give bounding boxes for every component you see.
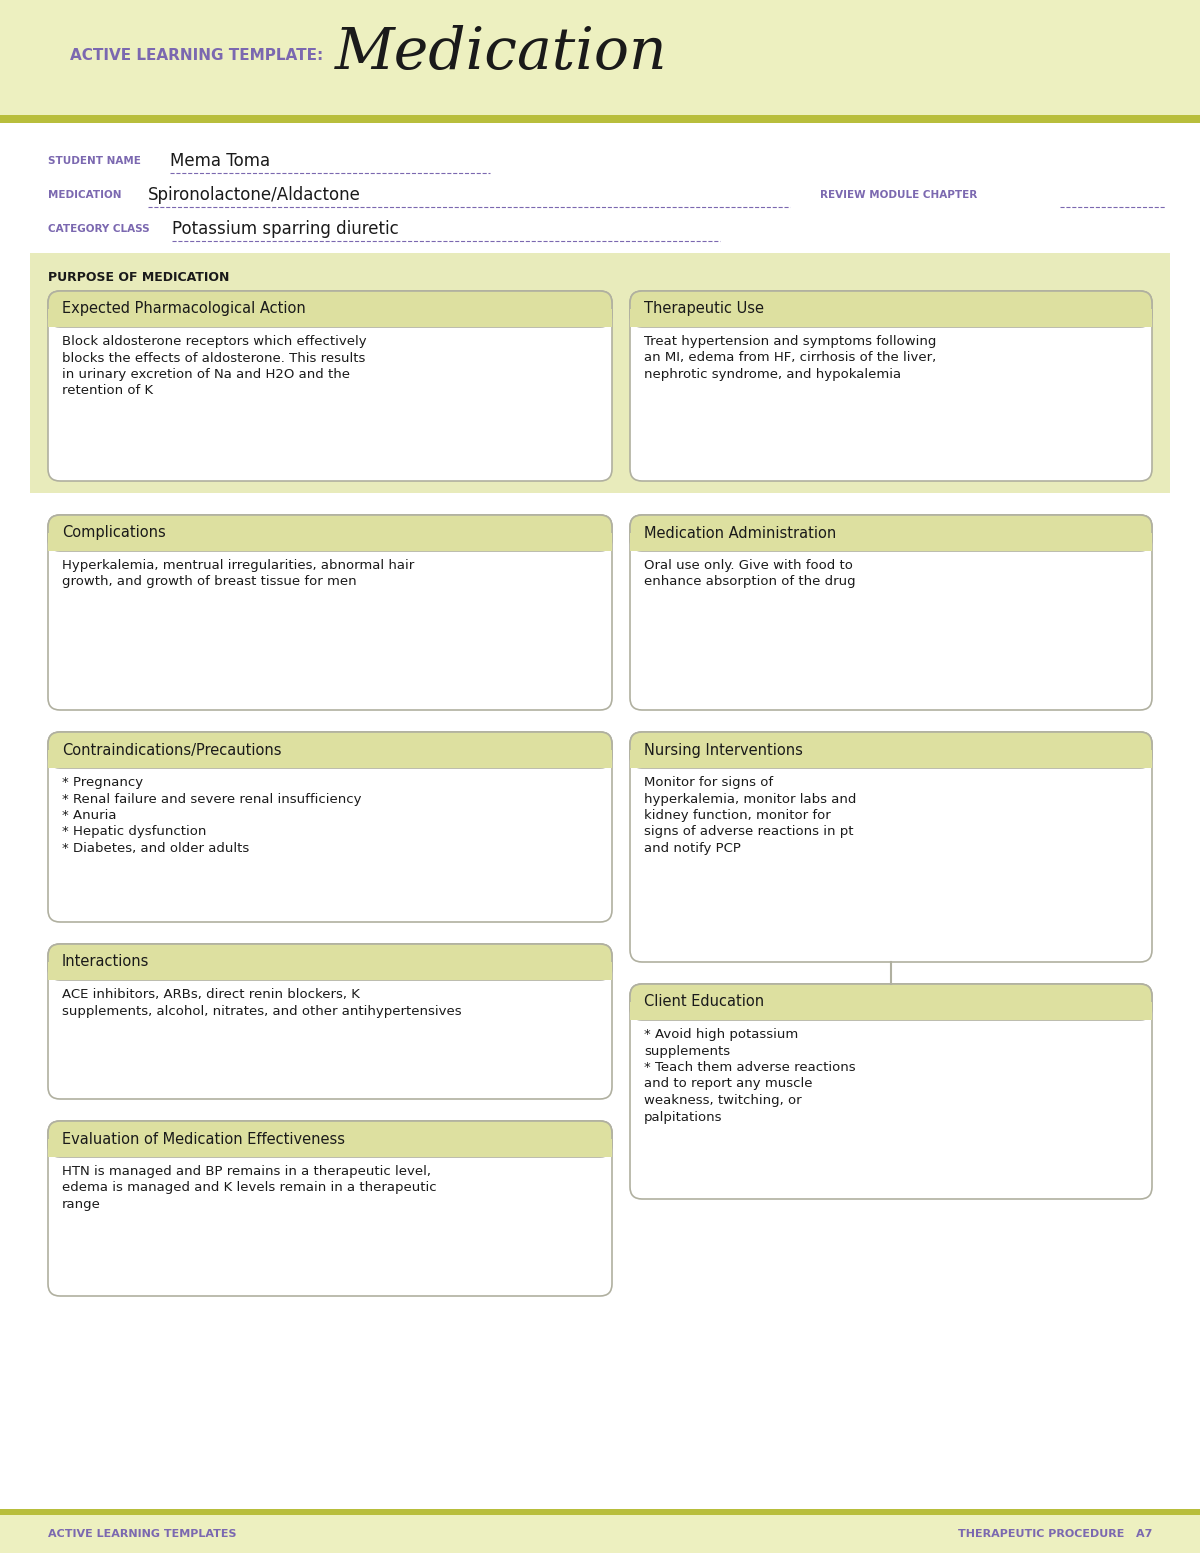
- FancyBboxPatch shape: [48, 516, 612, 551]
- Text: STUDENT NAME: STUDENT NAME: [48, 155, 140, 166]
- Text: Medication Administration: Medication Administration: [644, 525, 836, 540]
- FancyBboxPatch shape: [48, 731, 612, 922]
- Bar: [48, 309, 612, 328]
- Bar: [30, 253, 1170, 492]
- Text: Client Education: Client Education: [644, 994, 764, 1009]
- Bar: [630, 750, 1152, 769]
- Text: Therapeutic Use: Therapeutic Use: [644, 301, 764, 317]
- Text: Medication: Medication: [335, 25, 667, 81]
- FancyBboxPatch shape: [48, 1121, 612, 1157]
- FancyBboxPatch shape: [48, 290, 612, 481]
- Bar: [630, 1002, 1152, 1020]
- FancyBboxPatch shape: [48, 1121, 612, 1297]
- Bar: [0, 1510, 1200, 1516]
- Text: MEDICATION: MEDICATION: [48, 189, 121, 200]
- Text: Interactions: Interactions: [62, 955, 149, 969]
- Text: ACE inhibitors, ARBs, direct renin blockers, K
supplements, alcohol, nitrates, a: ACE inhibitors, ARBs, direct renin block…: [62, 988, 462, 1017]
- FancyBboxPatch shape: [630, 731, 1152, 769]
- Text: PURPOSE OF MEDICATION: PURPOSE OF MEDICATION: [48, 272, 229, 284]
- Bar: [48, 750, 612, 769]
- Text: HTN is managed and BP remains in a therapeutic level,
edema is managed and K lev: HTN is managed and BP remains in a thera…: [62, 1165, 437, 1211]
- Text: Nursing Interventions: Nursing Interventions: [644, 742, 803, 758]
- FancyBboxPatch shape: [630, 516, 1152, 710]
- FancyBboxPatch shape: [630, 985, 1152, 1199]
- Text: Complications: Complications: [62, 525, 166, 540]
- Text: Potassium sparring diuretic: Potassium sparring diuretic: [172, 221, 398, 238]
- Bar: [48, 961, 612, 980]
- Text: Mema Toma: Mema Toma: [170, 152, 270, 169]
- Bar: [0, 0, 1200, 115]
- Text: CATEGORY CLASS: CATEGORY CLASS: [48, 224, 150, 235]
- FancyBboxPatch shape: [48, 731, 612, 769]
- Text: THERAPEUTIC PROCEDURE   A7: THERAPEUTIC PROCEDURE A7: [958, 1530, 1152, 1539]
- Text: Spironolactone/Aldactone: Spironolactone/Aldactone: [148, 186, 361, 203]
- Bar: [630, 309, 1152, 328]
- Text: Monitor for signs of
hyperkalemia, monitor labs and
kidney function, monitor for: Monitor for signs of hyperkalemia, monit…: [644, 776, 857, 856]
- Bar: [48, 533, 612, 551]
- Text: Oral use only. Give with food to
enhance absorption of the drug: Oral use only. Give with food to enhance…: [644, 559, 856, 589]
- FancyBboxPatch shape: [630, 516, 1152, 551]
- Text: Expected Pharmacological Action: Expected Pharmacological Action: [62, 301, 306, 317]
- Text: Block aldosterone receptors which effectively
blocks the effects of aldosterone.: Block aldosterone receptors which effect…: [62, 335, 367, 398]
- FancyBboxPatch shape: [630, 290, 1152, 328]
- Bar: [0, 1516, 1200, 1553]
- Text: Hyperkalemia, mentrual irregularities, abnormal hair
growth, and growth of breas: Hyperkalemia, mentrual irregularities, a…: [62, 559, 414, 589]
- Bar: [48, 1138, 612, 1157]
- Text: Treat hypertension and symptoms following
an MI, edema from HF, cirrhosis of the: Treat hypertension and symptoms followin…: [644, 335, 936, 380]
- Text: ACTIVE LEARNING TEMPLATES: ACTIVE LEARNING TEMPLATES: [48, 1530, 236, 1539]
- Text: REVIEW MODULE CHAPTER: REVIEW MODULE CHAPTER: [820, 189, 977, 200]
- FancyBboxPatch shape: [630, 290, 1152, 481]
- FancyBboxPatch shape: [48, 516, 612, 710]
- Text: * Avoid high potassium
supplements
* Teach them adverse reactions
and to report : * Avoid high potassium supplements * Tea…: [644, 1028, 856, 1123]
- Text: ACTIVE LEARNING TEMPLATE:: ACTIVE LEARNING TEMPLATE:: [70, 48, 323, 62]
- Text: * Pregnancy
* Renal failure and severe renal insufficiency
* Anuria
* Hepatic dy: * Pregnancy * Renal failure and severe r…: [62, 776, 361, 856]
- Bar: [630, 533, 1152, 551]
- FancyBboxPatch shape: [48, 944, 612, 980]
- Text: Evaluation of Medication Effectiveness: Evaluation of Medication Effectiveness: [62, 1132, 346, 1146]
- Bar: [0, 115, 1200, 123]
- FancyBboxPatch shape: [630, 985, 1152, 1020]
- FancyBboxPatch shape: [48, 290, 612, 328]
- FancyBboxPatch shape: [630, 731, 1152, 961]
- FancyBboxPatch shape: [48, 944, 612, 1100]
- Text: Contraindications/Precautions: Contraindications/Precautions: [62, 742, 282, 758]
